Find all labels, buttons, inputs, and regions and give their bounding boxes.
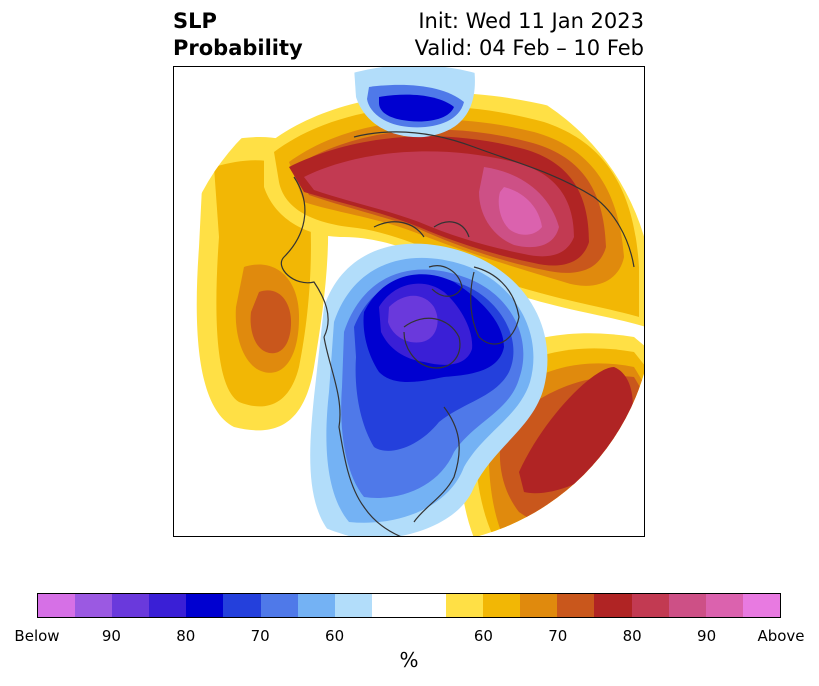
colorbar-segment-18 — [705, 594, 743, 617]
colorbar-tick-label: 80 — [176, 627, 196, 645]
probability-map — [196, 67, 644, 536]
colorbar-segment-4 — [186, 594, 224, 617]
namerica-below-90 — [388, 295, 438, 343]
map-panel — [173, 66, 645, 537]
colorbar-segment-19 — [742, 594, 780, 617]
init-date-label: Init: Wed 11 Jan 2023 — [418, 9, 644, 33]
arctic-above-95 — [498, 187, 542, 235]
probability-fields — [196, 67, 644, 536]
title-line-slp: SLP — [173, 9, 217, 33]
colorbar-segment-8 — [334, 594, 372, 617]
colorbar-segment-17 — [668, 594, 706, 617]
colorbar-segment-10 — [408, 594, 447, 617]
colorbar-tick-label: 90 — [697, 627, 717, 645]
colorbar-segment-7 — [297, 594, 335, 617]
valid-date-label: Valid: 04 Feb – 10 Feb — [414, 36, 644, 60]
probability-colorbar — [37, 593, 781, 618]
title-dates: Init: Wed 11 Jan 2023 Valid: 04 Feb – 10… — [415, 8, 644, 62]
colorbar-segment-13 — [520, 594, 558, 617]
colorbar-tick-label: 80 — [622, 627, 642, 645]
colorbar-tick-label: 70 — [250, 627, 270, 645]
colorbar-segment-12 — [483, 594, 521, 617]
colorbar-tick-label: Below — [14, 627, 60, 645]
colorbar-tick-label: 60 — [473, 627, 493, 645]
colorbar-segment-5 — [223, 594, 261, 617]
coastline-eurasia — [353, 131, 635, 268]
colorbar-segment-16 — [631, 594, 669, 617]
coastline-alaska — [280, 176, 329, 338]
colorbar-segment-1 — [75, 594, 113, 617]
colorbar-tick-label: 90 — [101, 627, 121, 645]
coastline-east-na — [413, 406, 460, 523]
arctic-below-80 — [379, 94, 454, 122]
colorbar-segment-3 — [149, 594, 187, 617]
coastline-hudson — [403, 317, 461, 369]
coastline-west-na — [323, 336, 401, 536]
colorbar-segment-14 — [557, 594, 595, 617]
colorbar-segment-6 — [260, 594, 298, 617]
coastline-baffin — [428, 265, 463, 297]
coastline-greenland — [470, 266, 520, 345]
colorbar-tick-label: Above — [757, 627, 805, 645]
colorbar-segment-9 — [371, 594, 409, 617]
colorbar-segment-2 — [112, 594, 150, 617]
colorbar-segment-0 — [38, 594, 76, 617]
title-line-probability: Probability — [173, 36, 303, 60]
colorbar-segment-15 — [594, 594, 632, 617]
pacific-above-75 — [250, 290, 292, 354]
colorbar-unit-label: % — [399, 648, 419, 672]
colorbar-tick-label: 70 — [548, 627, 568, 645]
coastlines — [280, 131, 635, 536]
title-variable: SLP Probability — [173, 8, 303, 62]
colorbar-tick-label: 60 — [325, 627, 345, 645]
colorbar-tick-labels: Below 90 80 70 60 60 70 80 90 Above — [0, 627, 819, 647]
colorbar-segment-11 — [446, 594, 484, 617]
coastline-arctic-islands — [373, 221, 470, 238]
